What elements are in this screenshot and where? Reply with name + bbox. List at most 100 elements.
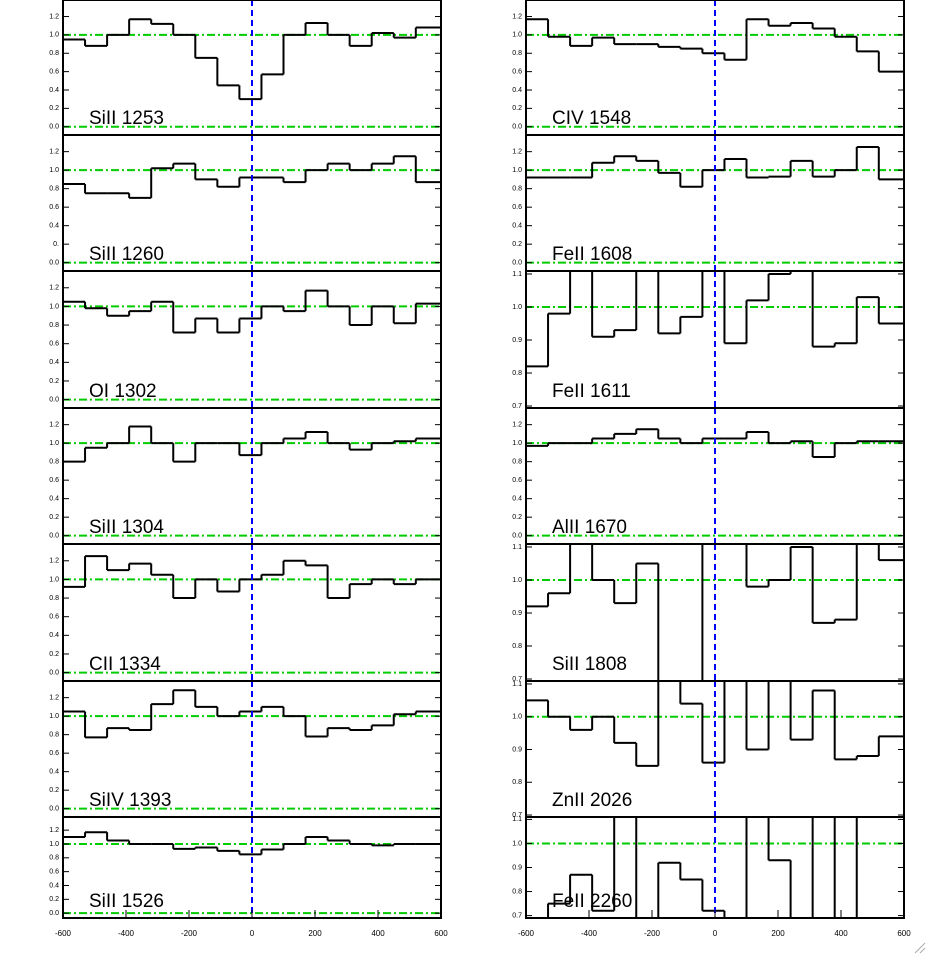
plot-area bbox=[526, 817, 904, 918]
y-tick-label: 0.0 bbox=[512, 124, 522, 131]
y-tick-label: 0.0 bbox=[49, 910, 59, 917]
panel: 0.7 0.8 0.9 1.0 1.1 -600 -400 -200 0 200 400 600 FeI… bbox=[512, 816, 911, 938]
plot-area bbox=[526, 408, 904, 544]
x-tick-label: 200 bbox=[771, 929, 785, 938]
y-tick-label: 0.0 bbox=[49, 669, 59, 676]
y-tick-label: 0.4 bbox=[512, 87, 522, 94]
panel: 0.0 0.2 0.4 0.6 0.8 1.0 1.2 OI 1302 bbox=[49, 270, 442, 409]
panel: 0.0 0.2 0.4 0.6 0.8 1.0 1.2 SiIV 1393 bbox=[49, 680, 442, 818]
plot-area bbox=[63, 681, 441, 817]
y-tick-label: 0.2 bbox=[512, 514, 522, 521]
y-tick-label: 0.8 bbox=[512, 459, 522, 466]
y-tick-label: 0.7 bbox=[512, 403, 522, 410]
y-tick-label: 0.0 bbox=[49, 260, 59, 267]
y-tick-label: 0.9 bbox=[512, 610, 522, 617]
y-tick-label: 1.1 bbox=[512, 544, 522, 551]
y-tick-label: 1.0 bbox=[49, 576, 59, 583]
y-tick-label: 0.0 bbox=[49, 396, 59, 403]
y-tick-label: 0.2 bbox=[49, 896, 59, 903]
line-label: ZnII 2026 bbox=[552, 790, 632, 811]
panel: 0.7 0.8 0.9 1.0 1.1 ZnII 2026 bbox=[512, 680, 905, 819]
y-tick-label: 0.8 bbox=[512, 888, 522, 895]
line-label: SiII 1808 bbox=[552, 654, 627, 675]
line-label: OI 1302 bbox=[89, 381, 157, 402]
y-tick-label: 1.0 bbox=[49, 841, 59, 848]
y-tick-label: 0.6 bbox=[49, 68, 59, 75]
y-tick-label: 1.2 bbox=[49, 421, 59, 428]
y-tick-label: 1.0 bbox=[512, 840, 522, 847]
plot-area bbox=[63, 135, 441, 271]
y-tick-label: 0.4 bbox=[49, 87, 59, 94]
plot-area bbox=[63, 544, 441, 681]
line-label: SiII 1526 bbox=[89, 891, 164, 912]
panel: 0.0 0.2 0.4 0.6 0.8 1.0 1.2 CIV 1548 bbox=[512, 0, 905, 136]
x-tick-label: 400 bbox=[834, 929, 848, 938]
y-tick-label: 0.2 bbox=[512, 105, 522, 112]
panel: 0.0 0.2 0.4 0.6 0.8 1.0 1.2 SiII 1253 bbox=[49, 0, 442, 136]
y-tick-label: 0.0 bbox=[512, 260, 522, 267]
panel: 0.0 0.2 0.4 0.6 0.8 1.0 1.2 CII 1334 bbox=[49, 543, 442, 682]
line-label: SiII 1260 bbox=[89, 244, 164, 265]
x-tick-label: 400 bbox=[371, 929, 385, 938]
y-tick-label: 0.8 bbox=[49, 186, 59, 193]
y-tick-label: 0.2 bbox=[49, 787, 59, 794]
y-tick-label: 0.4 bbox=[49, 632, 59, 639]
y-tick-label: 1.0 bbox=[49, 167, 59, 174]
y-tick-label: 1.2 bbox=[49, 694, 59, 701]
y-tick-label: 1.2 bbox=[49, 148, 59, 155]
plot-area bbox=[63, 271, 441, 408]
y-tick-label: 0.9 bbox=[512, 864, 522, 871]
plot-area bbox=[526, 544, 904, 681]
line-label: SiII 1304 bbox=[89, 517, 164, 538]
y-tick-label: 0.0 bbox=[49, 533, 59, 540]
y-tick-label: 1.0 bbox=[512, 32, 522, 39]
y-tick-label: 0.2 bbox=[49, 514, 59, 521]
y-tick-label: 0.8 bbox=[512, 50, 522, 57]
y-tick-label: 0.9 bbox=[512, 337, 522, 344]
x-tick-label: -400 bbox=[118, 929, 135, 938]
y-tick-label: 1.2 bbox=[49, 827, 59, 834]
y-tick-label: 1.2 bbox=[512, 421, 522, 428]
plot-area bbox=[63, 0, 441, 135]
y-tick-label: 0.4 bbox=[512, 496, 522, 503]
y-tick-label: 1.2 bbox=[49, 285, 59, 292]
y-tick-label: 0.0 bbox=[512, 533, 522, 540]
y-tick-label: 0.8 bbox=[512, 779, 522, 786]
y-tick-label: 0.8 bbox=[512, 643, 522, 650]
y-tick-label: 0.8 bbox=[512, 370, 522, 377]
y-tick-label: 0.4 bbox=[49, 882, 59, 889]
x-tick-label: -600 bbox=[55, 929, 72, 938]
y-tick-label: 0.6 bbox=[512, 68, 522, 75]
x-tick-label: -400 bbox=[581, 929, 598, 938]
plot-area bbox=[526, 0, 904, 135]
y-tick-label: 0.2 bbox=[512, 241, 522, 248]
y-tick-label: 0.7 bbox=[512, 912, 522, 919]
x-tick-label: -200 bbox=[181, 929, 198, 938]
line-label: SiIV 1393 bbox=[89, 790, 171, 811]
panel: 0.0 0.2 0.4 0.6 0.8 1.0 1.2 FeII 1608 bbox=[512, 134, 905, 272]
y-tick-label: 1.0 bbox=[512, 304, 522, 311]
y-tick-label: 0.0 bbox=[49, 806, 59, 813]
y-tick-label: 0.7 bbox=[512, 676, 522, 683]
x-tick-label: -200 bbox=[644, 929, 661, 938]
x-tick-label: 200 bbox=[308, 929, 322, 938]
x-tick-label: 0 bbox=[250, 929, 255, 938]
plot-area bbox=[526, 135, 904, 271]
y-tick-label: 1.2 bbox=[512, 13, 522, 20]
x-tick-label: -600 bbox=[518, 929, 535, 938]
line-label: FeII 2260 bbox=[552, 891, 632, 912]
y-tick-label: 0.9 bbox=[512, 746, 522, 753]
y-tick-label: 1.0 bbox=[49, 32, 59, 39]
y-tick-label: 1.2 bbox=[512, 148, 522, 155]
x-tick-label: 600 bbox=[897, 929, 911, 938]
y-tick-label: 0.8 bbox=[49, 322, 59, 329]
y-tick-label: 0.2 bbox=[49, 105, 59, 112]
y-tick-label: 0.4 bbox=[49, 496, 59, 503]
y-tick-label: 0.8 bbox=[49, 855, 59, 862]
y-tick-label: 0.8 bbox=[49, 595, 59, 602]
y-tick-label: 1.2 bbox=[49, 13, 59, 20]
y-tick-label: 1.0 bbox=[512, 714, 522, 721]
y-tick-label: 0.4 bbox=[49, 769, 59, 776]
y-tick-label: 1.0 bbox=[512, 167, 522, 174]
